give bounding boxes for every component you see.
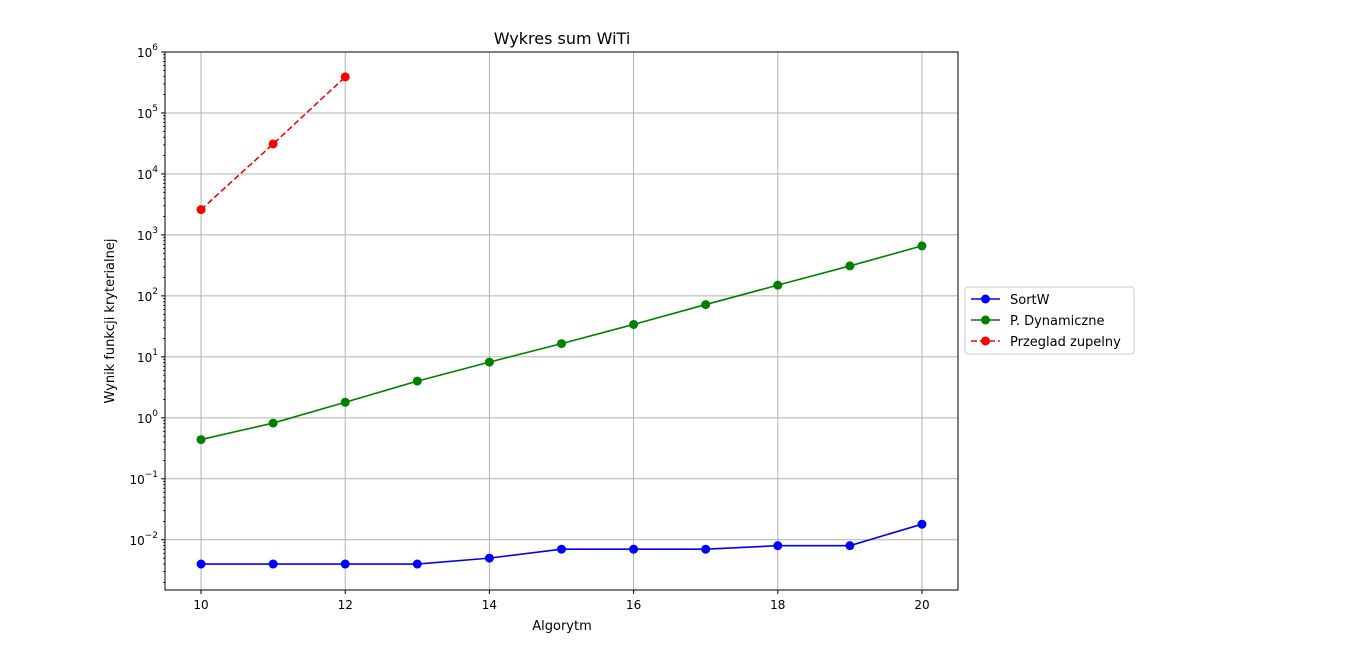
- x-tick-label: 14: [482, 598, 497, 612]
- x-tick-label: 20: [914, 598, 929, 612]
- y-axis-label: Wynik funkcji kryterialnej: [103, 239, 118, 404]
- data-point: [340, 397, 350, 407]
- x-tick-label: 18: [770, 598, 785, 612]
- data-point: [196, 205, 206, 215]
- y-tick-label: 104: [137, 165, 158, 182]
- chart-title: Wykres sum WiTi: [494, 29, 631, 48]
- data-point: [629, 544, 639, 554]
- data-point: [557, 544, 566, 554]
- data-point: [196, 435, 206, 445]
- data-point: [484, 357, 494, 367]
- data-point: [268, 139, 278, 149]
- y-tick-label: 10−2: [129, 531, 158, 548]
- data-point: [268, 559, 278, 569]
- legend-label-2: Przeglad zupelny: [1010, 335, 1121, 350]
- x-tick-label: 10: [193, 598, 208, 612]
- x-tick-label: 12: [338, 598, 353, 612]
- data-point: [629, 319, 639, 329]
- data-point: [845, 261, 855, 271]
- data-point: [340, 72, 350, 82]
- data-point: [701, 300, 711, 310]
- data-point: [412, 559, 422, 569]
- y-tick-label: 103: [137, 226, 158, 243]
- data-point: [484, 553, 494, 563]
- data-point: [196, 559, 206, 569]
- y-tick-label: 105: [137, 104, 158, 121]
- x-axis-label: Algorytm: [532, 619, 592, 634]
- legend-marker-1: [981, 315, 990, 325]
- data-point: [557, 339, 566, 349]
- legend-label-1: P. Dynamiczne: [1010, 314, 1104, 329]
- data-point: [701, 544, 711, 554]
- legend-label-0: SortW: [1010, 293, 1050, 308]
- y-axis: 10−2 10−1 100 101 102 103 104 105 106: [129, 43, 165, 583]
- y-tick-label: 106: [137, 43, 158, 60]
- data-point: [845, 541, 855, 551]
- y-tick-label: 100: [137, 409, 158, 426]
- x-axis: 10 12 14 16 18 20: [193, 590, 930, 612]
- data-point: [340, 559, 350, 569]
- legend-marker-0: [981, 294, 990, 304]
- y-tick-label: 101: [137, 348, 158, 365]
- legend-box: [964, 286, 1135, 355]
- data-point: [917, 241, 927, 251]
- legend-marker-2: [981, 336, 990, 346]
- y-tick-label: 102: [137, 287, 158, 304]
- data-point: [773, 280, 783, 290]
- y-tick-label: 10−1: [129, 470, 158, 487]
- plot-frame: [164, 51, 959, 591]
- data-point: [917, 519, 927, 529]
- data-point: [268, 418, 278, 428]
- legend: SortW P. Dynamiczne Przeglad zupelny: [964, 286, 1135, 355]
- x-tick-label: 16: [626, 598, 641, 612]
- series-line-2: [200, 76, 346, 211]
- data-point: [773, 541, 783, 551]
- series-layer: [196, 72, 927, 569]
- data-point: [412, 376, 422, 386]
- plot-area: [165, 52, 958, 590]
